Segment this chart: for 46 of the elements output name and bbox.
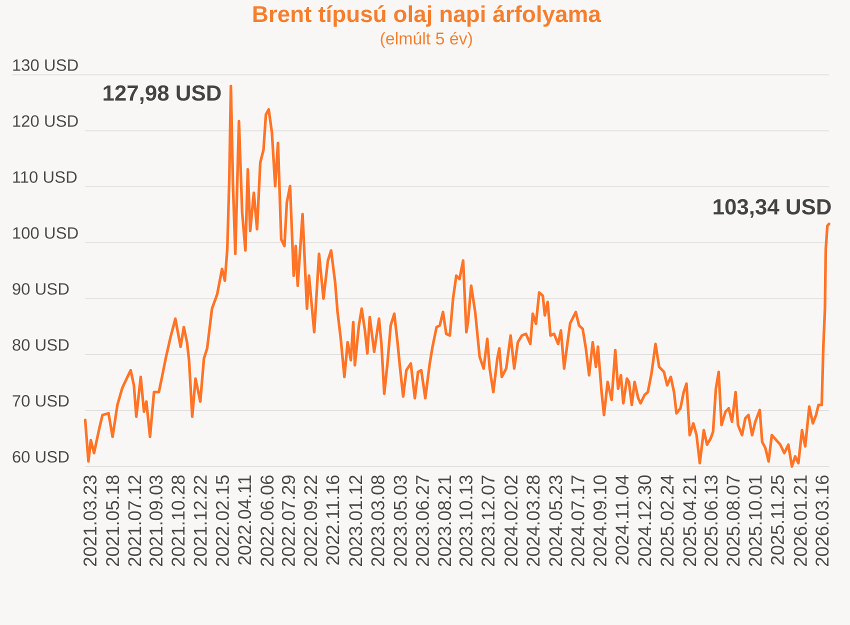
- x-tick-label: 2024.07.17: [571, 476, 584, 566]
- x-tick-label: 2025.06.13: [704, 475, 718, 566]
- x-tick-label: 2024.03.28: [526, 475, 540, 566]
- x-tick-label: 2024.09.10: [593, 475, 607, 566]
- x-tick-label: 2023.12.07: [482, 476, 495, 566]
- chart-title: Brent típusú olaj napi árfolyama: [253, 5, 602, 27]
- x-tick-label: 2022.04.11: [238, 476, 252, 565]
- annotation: 103,34 USD: [714, 199, 831, 218]
- x-tick-label: 2022.09.22: [304, 476, 318, 566]
- x-tick-label: 2021.07.12: [128, 476, 142, 566]
- y-tick-label: 130 USD: [13, 59, 78, 71]
- x-tick-label: 2025.10.01: [748, 476, 762, 566]
- x-tick-label: 2023.10.13: [459, 475, 472, 566]
- x-tick-label: 2023.06.27: [416, 476, 430, 566]
- x-tick-label: 2025.02.24: [660, 475, 674, 566]
- x-tick-label: 2025.08.07: [726, 476, 740, 566]
- x-tick-label: 2023.08.21: [438, 476, 452, 566]
- y-tick-label: 100 USD: [13, 227, 78, 239]
- x-tick-label: 2024.02.02: [504, 476, 518, 566]
- x-tick-label: 2021.09.03: [150, 475, 163, 566]
- x-tick-label: 2022.07.29: [282, 476, 295, 566]
- x-tick-label: 2022.11.16: [326, 475, 340, 565]
- chart-subtitle: (elmúlt 5 év): [380, 32, 472, 48]
- y-tick-label: 90 USD: [12, 283, 69, 295]
- x-tick-label: 2021.03.23: [84, 475, 97, 566]
- annotation: 127,98 USD: [104, 85, 221, 104]
- y-tick-label: 120 USD: [13, 115, 78, 127]
- x-tick-label: 2023.05.03: [394, 475, 407, 566]
- x-tick-label: 2021.05.18: [106, 475, 120, 566]
- x-tick-label: 2025.04.21: [683, 476, 696, 566]
- y-tick-label: 70 USD: [12, 395, 69, 407]
- x-tick-label: 2022.02.15: [216, 475, 229, 566]
- y-tick-label: 80 USD: [12, 339, 69, 351]
- x-tick-label: 2021.12.22: [194, 476, 207, 566]
- x-tick-label: 2022.06.06: [260, 475, 274, 566]
- y-tick-label: 60 USD: [12, 451, 69, 463]
- x-tick-label: 2023.03.08: [371, 475, 384, 566]
- x-tick-label: 2021.10.28: [172, 475, 185, 566]
- x-tick-label: 2024.11.04: [616, 475, 629, 565]
- x-tick-label: 2025.11.25: [770, 475, 784, 565]
- x-tick-label: 2023.01.12: [349, 476, 362, 566]
- x-tick-label: 2024.12.30: [638, 475, 652, 566]
- x-tick-label: 2026.01.21: [794, 476, 807, 566]
- x-tick-label: 2024.05.23: [549, 475, 562, 566]
- y-tick-label: 110 USD: [13, 171, 77, 183]
- x-tick-label: 2026.03.16: [816, 475, 829, 566]
